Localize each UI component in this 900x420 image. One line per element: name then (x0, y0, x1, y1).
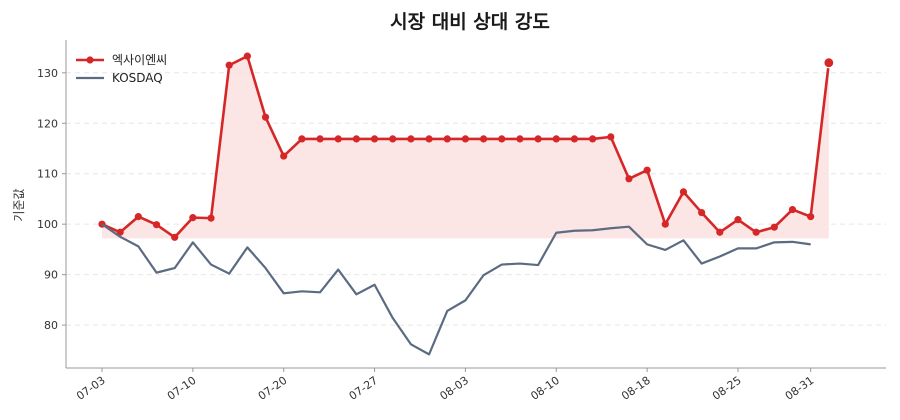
legend-label: 엑사이엔씨 (112, 53, 167, 67)
x-tick-label: 08-25 (710, 374, 744, 403)
series-point (807, 213, 815, 221)
legend-item: KOSDAQ (76, 71, 163, 85)
series-point (407, 135, 415, 143)
series-point (243, 52, 251, 60)
y-tick-label: 90 (44, 269, 58, 282)
axes (65, 40, 886, 369)
x-tick-label: 07-27 (347, 374, 381, 403)
x-tick-label: 07-03 (74, 374, 108, 403)
series-point (316, 135, 324, 143)
series-point (298, 135, 306, 143)
x-tick-label: 08-31 (783, 374, 817, 403)
y-ticks: 80 90 100 110 120 130 (37, 67, 66, 332)
series-point (661, 220, 669, 228)
relative-strength-fill (102, 56, 829, 239)
series-point (679, 188, 688, 196)
series-last-point (823, 57, 835, 69)
series-point (516, 135, 524, 143)
series-point (479, 135, 488, 143)
series-point (280, 152, 288, 160)
series-point (716, 228, 724, 236)
series-point (589, 135, 597, 143)
series-point (498, 135, 506, 143)
series-lines (98, 52, 835, 356)
series-point (389, 135, 397, 143)
series-point (788, 205, 797, 214)
series-point (134, 213, 142, 221)
x-tick-label: 07-20 (256, 374, 290, 403)
series-point (116, 228, 124, 236)
y-tick-label: 100 (37, 218, 58, 231)
x-ticks: 07-03 07-10 07-20 07-27 08-03 08-10 08-18 08-25… (74, 368, 816, 403)
series-2 (101, 223, 811, 356)
legend-swatch-marker (86, 56, 94, 64)
series-point (643, 166, 651, 174)
x-tick-label: 08-10 (528, 374, 562, 403)
series-point (625, 175, 633, 183)
series-1 (98, 52, 835, 241)
series-point (534, 135, 542, 143)
y-tick-label: 130 (37, 67, 58, 80)
legend-label: KOSDAQ (112, 71, 163, 85)
legend-item: 엑사이엔씨 (76, 53, 167, 67)
y-axis-label: 기준값 (12, 188, 26, 221)
series-point (425, 135, 433, 143)
y-tick-label: 80 (44, 319, 58, 332)
x-tick-label: 08-03 (437, 374, 471, 403)
series-line (101, 223, 811, 356)
x-tick-label: 08-18 (619, 374, 653, 403)
series-point (334, 135, 342, 143)
series-point (461, 135, 470, 143)
series-point (770, 223, 778, 231)
series-point (370, 135, 379, 143)
series-point (443, 135, 451, 143)
series-point (570, 135, 579, 143)
series-point (225, 61, 233, 69)
y-tick-label: 120 (37, 117, 58, 130)
series-point (152, 221, 161, 229)
series-point (734, 216, 742, 224)
series-point (171, 233, 179, 241)
series-point (261, 113, 270, 121)
series-point (189, 214, 197, 222)
series-point (607, 133, 615, 141)
series-point (207, 214, 215, 222)
series-point (698, 208, 706, 217)
series-fill-area (102, 56, 829, 239)
chart-title: 시장 대비 상대 강도 (390, 11, 550, 33)
y-tick-label: 110 (37, 168, 58, 181)
series-point (552, 135, 560, 143)
legend: 엑사이엔씨 KOSDAQ (76, 53, 167, 85)
series-point (752, 228, 760, 236)
series-point (352, 135, 360, 143)
x-tick-label: 07-10 (165, 374, 199, 403)
